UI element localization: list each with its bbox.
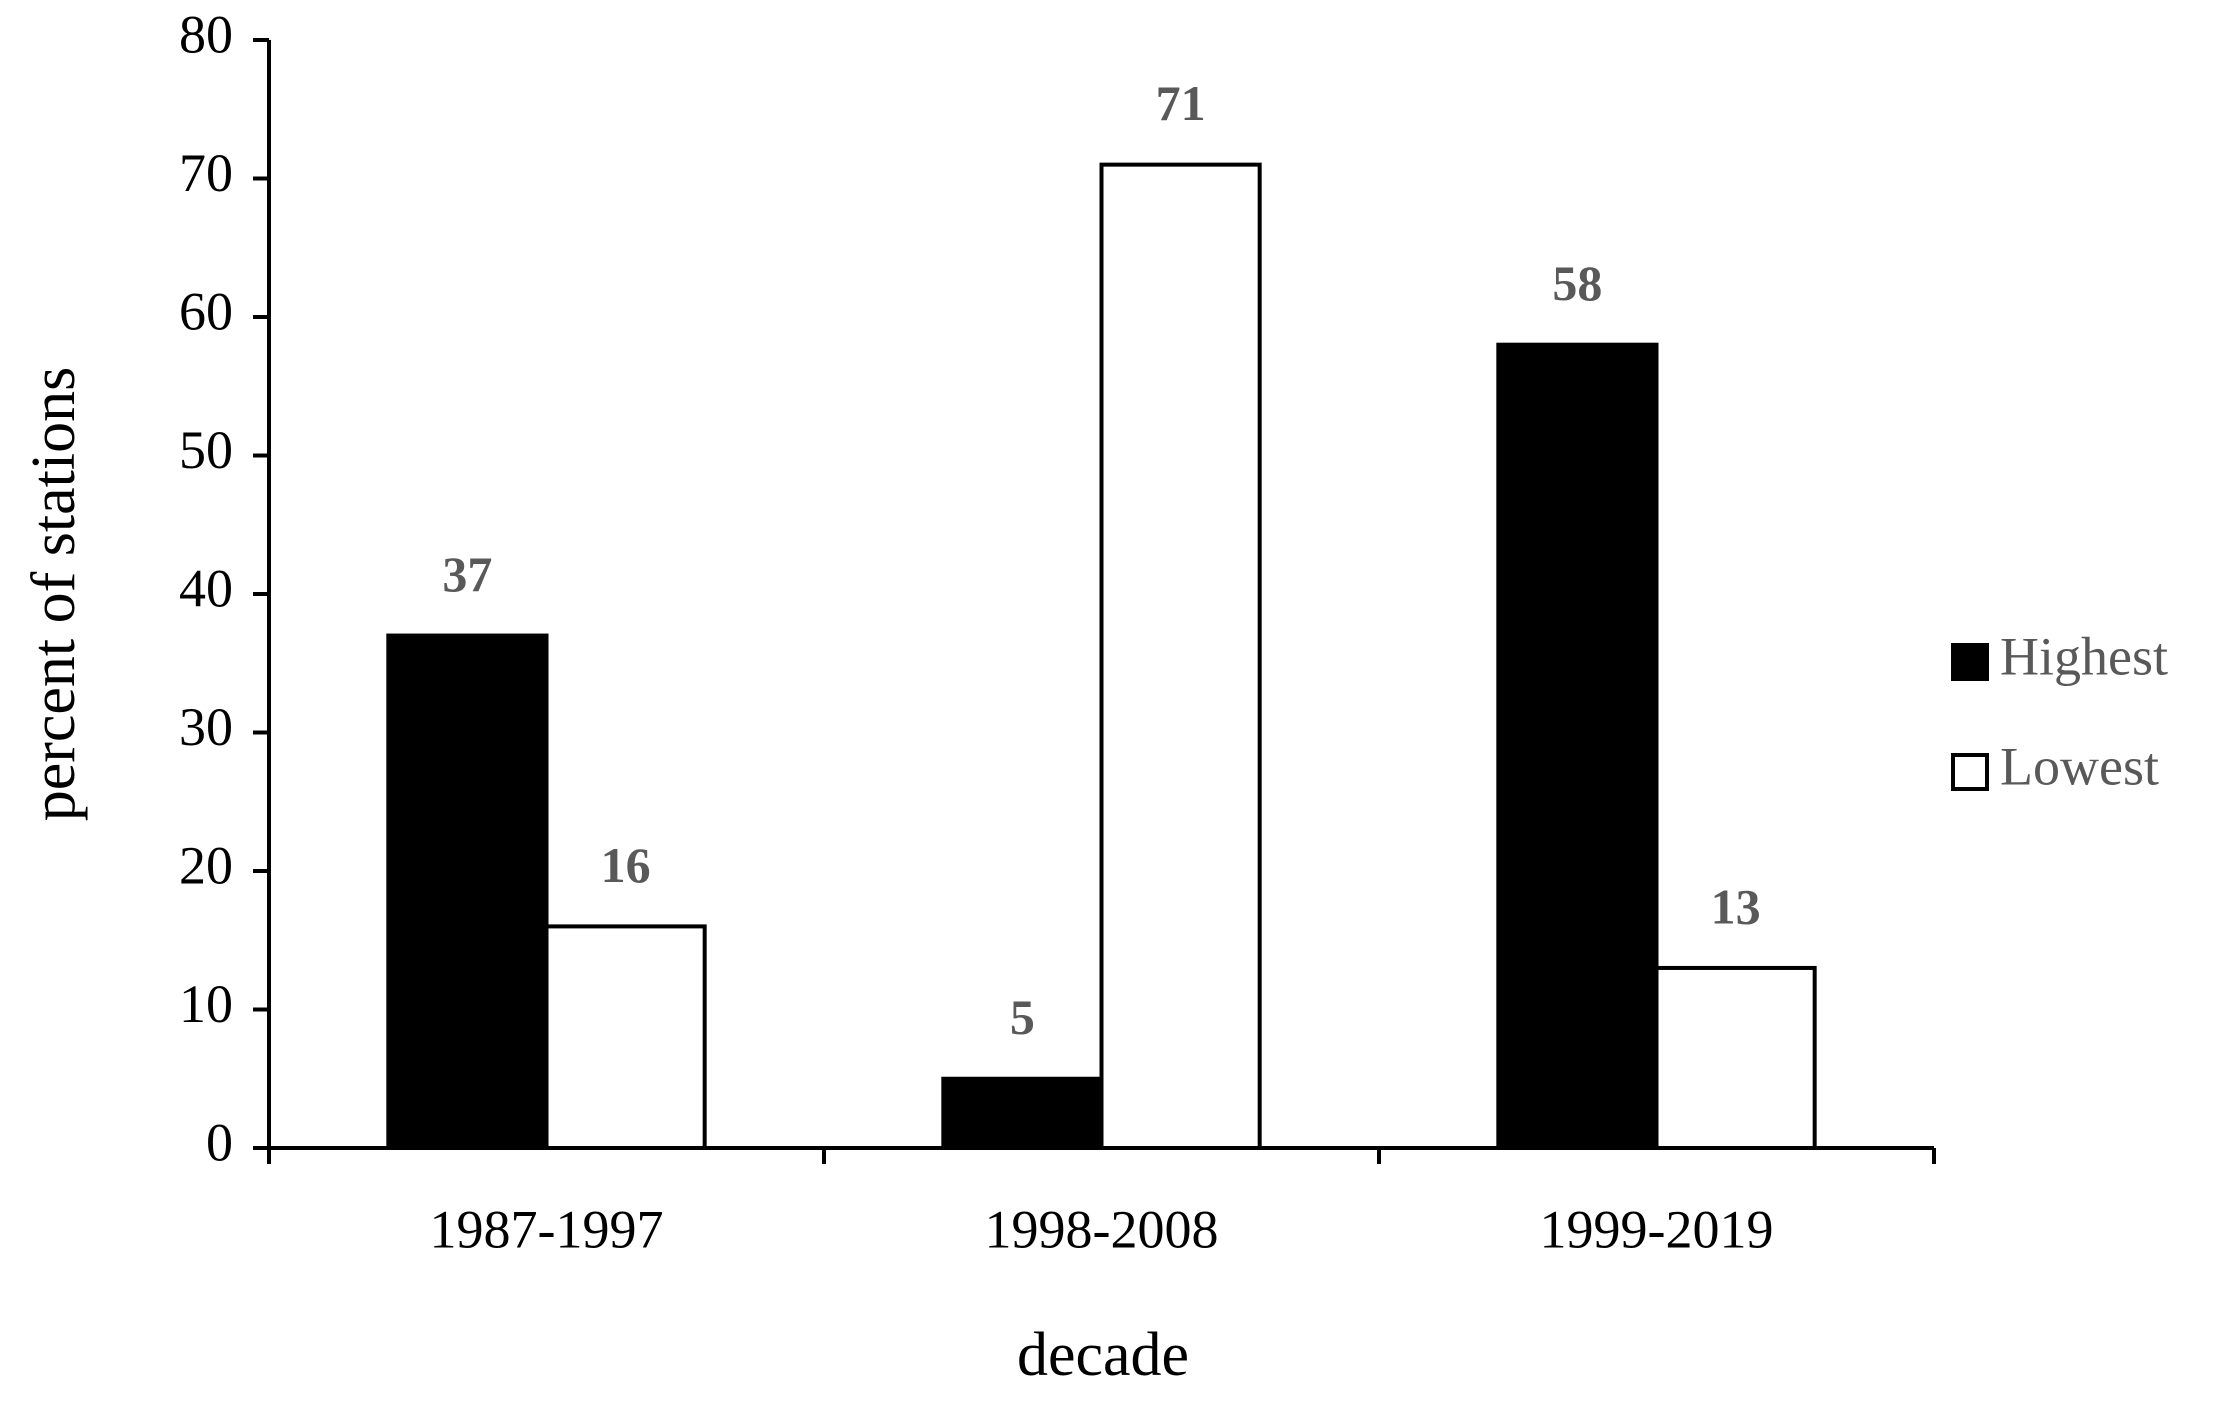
data-label: 16 [601, 837, 651, 893]
data-label: 58 [1552, 255, 1602, 311]
legend-label: Highest [2000, 626, 2168, 686]
bar [1654, 965, 1817, 1151]
data-label: 13 [1711, 878, 1761, 934]
legend-swatch [1951, 753, 1989, 791]
y-tick-label: 30 [179, 697, 233, 757]
y-tick-label: 70 [179, 143, 233, 203]
y-tick-label: 10 [179, 974, 233, 1034]
x-axis-title: decade [1017, 1321, 1189, 1389]
y-axis-title: percent of stations [20, 367, 88, 822]
x-tick-label: 1998-2008 [985, 1199, 1219, 1259]
y-tick-label: 40 [179, 558, 233, 618]
legend-label: Lowest [2000, 736, 2159, 796]
x-tick-label: 1987-1997 [430, 1199, 664, 1259]
bar [386, 633, 549, 1150]
bar [1496, 342, 1659, 1150]
bar [1099, 162, 1262, 1150]
y-tick-label: 80 [179, 4, 233, 64]
bar [941, 1076, 1104, 1150]
y-tick-label: 0 [206, 1112, 233, 1172]
y-tick-label: 60 [179, 281, 233, 341]
data-label: 37 [442, 546, 492, 602]
legend-swatch [1951, 643, 1989, 681]
x-tick-label: 1999-2019 [1540, 1199, 1774, 1259]
y-tick-label: 50 [179, 420, 233, 480]
y-tick-label: 20 [179, 835, 233, 895]
bar [544, 924, 707, 1151]
data-label: 71 [1156, 75, 1206, 131]
data-label: 5 [1010, 989, 1035, 1045]
